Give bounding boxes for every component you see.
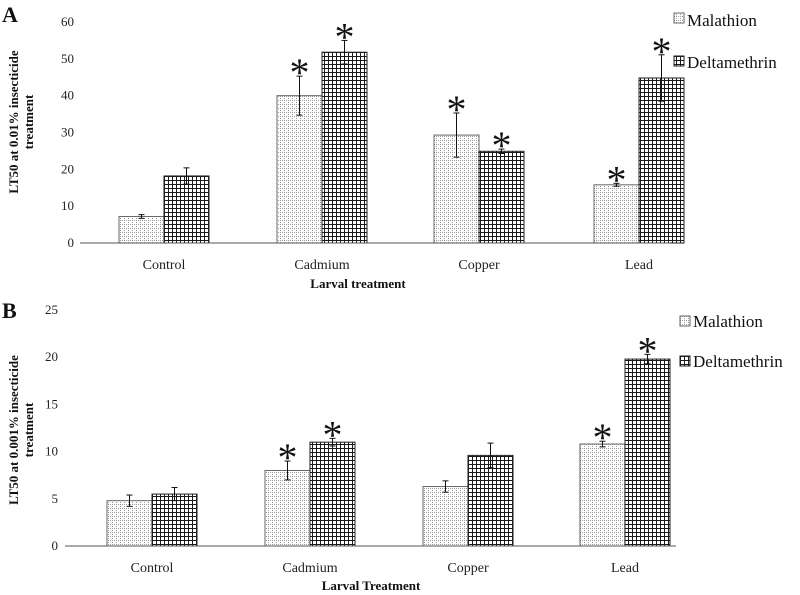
panel-a-category-label: Copper: [458, 258, 500, 273]
panel-a-category-label: Cadmium: [294, 258, 349, 273]
panel-b-category-label: Cadmium: [282, 561, 337, 576]
panel-a-bar-malathion-lead: [593, 184, 640, 244]
panel-b-bar-malathion-copper: [422, 486, 469, 547]
panel-b-y-tick-label: 15: [45, 396, 58, 411]
panel-b-y-tick-label: 0: [52, 538, 59, 553]
panel-b-y-tick-label: 10: [45, 444, 58, 459]
panel-b-letter: B: [2, 298, 17, 323]
panel-b-legend: Malathion Deltamethrin: [679, 312, 783, 371]
panel-a-legend-swatch-deltamethrin: [673, 55, 685, 67]
panel-b-y-axis-title-line1: LT50 at 0.001% insecticide: [6, 355, 21, 505]
panel-a-legend: Malathion Deltamethrin: [673, 11, 777, 72]
panel-a-significance-star-malathion-lead: *: [607, 157, 627, 202]
panel-a-x-axis-title: Larval treatment: [310, 276, 406, 291]
panel-a-y-tick-label: 40: [61, 88, 74, 103]
panel-b-bar-deltamethrin-copper: [467, 454, 514, 547]
panel-b-significance-star-malathion-cadmium: *: [278, 435, 298, 480]
panel-a-bar-malathion-cadmium: [276, 95, 323, 244]
panel-b-y-tick-label: 5: [52, 491, 59, 506]
panel-a-significance-star-deltamethrin-cadmium: *: [335, 14, 355, 59]
panel-b-legend-label-malathion: Malathion: [693, 312, 763, 331]
panel-b-category-label: Control: [131, 561, 174, 576]
panel-a-bar-deltamethrin-lead: [638, 77, 685, 244]
panel-b-significance-star-deltamethrin-cadmium: *: [323, 412, 343, 457]
panel-b-y-axis-title-line2: treatment: [21, 402, 36, 457]
panel-b-legend-label-deltamethrin: Deltamethrin: [693, 352, 783, 371]
panel-b-bar-deltamethrin-lead: [624, 358, 671, 547]
panel-a-significance-star-malathion-copper: *: [447, 87, 467, 132]
panel-a-y-axis-title-line2: treatment: [21, 94, 36, 149]
panel-b-x-axis-title: Larval Treatment: [322, 578, 421, 593]
panel-b-bar-malathion-lead: [579, 443, 626, 547]
panel-b-bar-deltamethrin-control: [151, 493, 198, 547]
panel-a-legend-swatch-malathion: [673, 12, 685, 24]
panel-b-category-label: Copper: [447, 561, 489, 576]
panel-a-chart: A LT50 at 0.01% insecticide treatment 0 1…: [2, 2, 777, 291]
panel-a-bar-malathion-control: [118, 215, 165, 244]
panel-b-legend-swatch-malathion: [679, 315, 691, 327]
panel-b-bar-malathion-control: [106, 500, 153, 547]
panel-a-category-label: Lead: [625, 258, 653, 273]
panel-a-bar-deltamethrin-cadmium: [321, 51, 368, 244]
panel-a-y-axis-title-line1: LT50 at 0.01% insecticide: [6, 50, 21, 193]
panel-a-y-tick-label: 30: [61, 125, 74, 140]
panel-b-significance-star-deltamethrin-lead: *: [638, 328, 658, 373]
panel-b-legend-swatch-deltamethrin: [679, 355, 691, 367]
panel-a-significance-star-deltamethrin-lead: *: [652, 29, 672, 74]
panel-a-legend-label-malathion: Malathion: [687, 11, 757, 30]
panel-a-y-tick-label: 0: [68, 235, 75, 250]
panel-b-bar-malathion-cadmium: [264, 469, 311, 547]
panel-a-y-tick-label: 20: [61, 161, 74, 176]
panel-b-y-tick-label: 20: [45, 349, 58, 364]
panel-a-y-tick-label: 50: [61, 51, 74, 66]
panel-b-category-label: Lead: [611, 561, 639, 576]
panel-b-chart: B LT50 at 0.001% insecticide treatment 0…: [2, 298, 783, 593]
panel-b-bar-deltamethrin-cadmium: [309, 441, 356, 547]
panel-a-legend-label-deltamethrin: Deltamethrin: [687, 53, 777, 72]
panel-a-y-tick-label: 10: [61, 198, 74, 213]
panel-a-significance-star-malathion-cadmium: *: [290, 50, 310, 95]
panel-a-y-tick-label: 60: [61, 14, 74, 29]
panel-b-y-tick-label: 25: [45, 302, 58, 317]
panel-b-significance-star-malathion-lead: *: [593, 415, 613, 460]
panel-a-letter: A: [2, 2, 18, 27]
panel-a-category-label: Control: [143, 258, 186, 273]
panel-a-bar-deltamethrin-control: [163, 175, 210, 244]
panel-a-significance-star-deltamethrin-copper: *: [492, 123, 512, 168]
